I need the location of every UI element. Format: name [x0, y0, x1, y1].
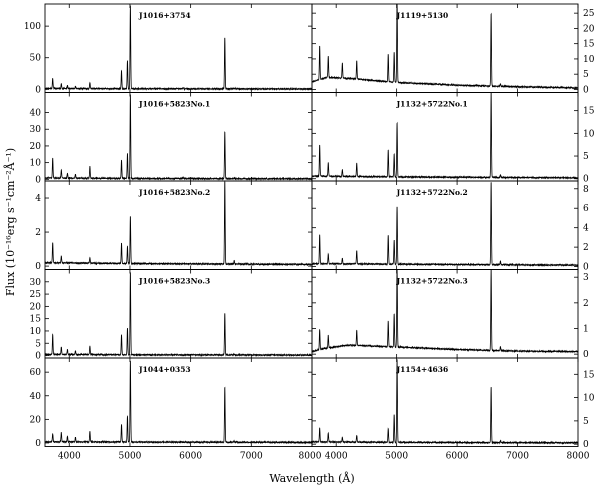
y-axis-title: Flux (10⁻¹⁶erg s⁻¹cm⁻²Å⁻¹)	[3, 148, 17, 296]
spectrum-panel: 0 5 10 15 20 25 J1119+5130	[311, 3, 595, 95]
panel-object-label: J1016+3754	[138, 11, 191, 20]
y-tick-label: 40	[30, 109, 42, 119]
spectrum-panel: 0 1 2 3 J1132+5722No.3	[311, 269, 589, 360]
y-tick-label: 10	[583, 394, 595, 404]
y-tick-label: 1	[583, 325, 589, 335]
panel-object-label: J1119+5130	[396, 11, 449, 20]
y-tick-label: 2	[583, 299, 589, 309]
spectrum-panel: 0 5 10 15 4000 5000 6000 7000 8000 J1154+4636	[311, 357, 595, 462]
y-tick-label: 0	[35, 439, 41, 449]
y-tick-label: 0	[583, 175, 589, 185]
x-tick-label: 4000	[58, 452, 81, 462]
spectrum-panel: 0 5 10 15 20 25 30 J1016+5823No.3	[30, 269, 313, 362]
spectrum-panel: 0 10 20 30 40 J1016+5823No.1	[30, 92, 313, 185]
y-tick-label: 0	[583, 440, 589, 450]
spectrum-panel: 0 2 4 J1016+5823No.2	[35, 180, 313, 272]
y-tick-label: 5	[583, 417, 589, 427]
x-tick-label: 4000	[325, 452, 348, 462]
y-tick-label: 0	[35, 175, 41, 185]
y-tick-label: 15	[583, 107, 595, 117]
spectrum-panel: 0 50 100 J1016+3754	[24, 3, 313, 95]
y-tick-label: 15	[583, 40, 595, 50]
panel-grid: 050100J1016+37540510152025J1119+51300102…	[24, 3, 595, 462]
x-axis-title: Wavelength (Å)	[269, 471, 354, 485]
spectrum-panel: 0 5 10 15 J1132+5722No.1	[311, 92, 595, 185]
panel-object-label: J1016+5823No.1	[138, 100, 210, 109]
x-tick-label: 8000	[567, 452, 590, 462]
spectrum-line	[44, 94, 313, 181]
y-tick-label: 15	[583, 370, 595, 380]
panel-object-label: J1132+5722No.1	[396, 100, 468, 109]
y-tick-label: 60	[30, 368, 42, 378]
panel-object-label: J1154+4636	[396, 365, 449, 374]
y-tick-label: 8	[583, 185, 589, 195]
y-tick-label: 6	[583, 204, 589, 214]
spectrum-panel: 0 2 4 6 8 J1132+5722No.2	[311, 180, 589, 273]
y-tick-label: 0	[583, 263, 589, 273]
y-tick-label: 15	[30, 315, 42, 325]
panel-object-label: J1132+5722No.3	[396, 277, 468, 286]
panel-object-label: J1132+5722No.2	[396, 188, 468, 197]
y-tick-label: 20	[30, 302, 42, 312]
y-tick-label: 30	[30, 125, 42, 135]
spectrum-line	[44, 271, 313, 358]
y-tick-label: 25	[30, 290, 42, 300]
spectrum-panel: 0 20 40 60 4000 5000 6000 7000 8000 J1044+0353	[30, 357, 322, 462]
x-tick-label: 7000	[506, 452, 529, 462]
panel-frame	[311, 357, 579, 447]
y-tick-label: 40	[30, 392, 42, 402]
panel-object-label: J1044+0353	[138, 365, 191, 374]
y-tick-label: 10	[30, 327, 42, 337]
x-tick-label: 7000	[240, 452, 263, 462]
spectrum-line	[311, 269, 579, 354]
y-tick-label: 0	[583, 85, 589, 95]
y-tick-label: 25	[583, 9, 595, 19]
y-tick-label: 50	[30, 54, 42, 64]
y-tick-label: 20	[30, 415, 42, 425]
y-tick-label: 4	[35, 194, 41, 204]
spectrum-line	[44, 5, 313, 91]
spectrum-line	[311, 92, 579, 180]
y-tick-label: 5	[583, 152, 589, 162]
y-tick-label: 0	[583, 350, 589, 360]
y-tick-label: 30	[30, 278, 42, 288]
y-tick-label: 20	[583, 24, 595, 34]
x-tick-label: 6000	[179, 452, 202, 462]
spectrum-line	[311, 182, 579, 268]
y-tick-label: 10	[30, 159, 42, 169]
x-tick-label: 8000	[299, 452, 322, 462]
x-tick-label: 5000	[385, 452, 408, 462]
y-tick-label: 0	[35, 262, 41, 272]
panel-object-label: J1016+5823No.3	[138, 277, 210, 286]
y-tick-label: 2	[583, 243, 589, 253]
y-tick-label: 5	[583, 70, 589, 80]
y-tick-label: 2	[35, 228, 41, 238]
spectrum-line	[44, 181, 313, 267]
y-tick-label: 100	[24, 22, 41, 32]
y-tick-label: 3	[583, 273, 589, 283]
x-tick-label: 5000	[119, 452, 142, 462]
y-tick-label: 0	[35, 352, 41, 362]
y-tick-label: 5	[35, 339, 41, 349]
y-tick-label: 4	[583, 224, 589, 234]
y-tick-label: 20	[30, 142, 42, 152]
spectrum-line	[311, 4, 579, 90]
x-tick-label: 6000	[446, 452, 469, 462]
spectrum-line	[44, 360, 313, 445]
y-tick-label: 0	[35, 85, 41, 95]
spectrum-line	[311, 359, 579, 445]
y-tick-label: 10	[583, 129, 595, 139]
panel-object-label: J1016+5823No.2	[138, 188, 210, 197]
y-tick-label: 10	[583, 55, 595, 65]
